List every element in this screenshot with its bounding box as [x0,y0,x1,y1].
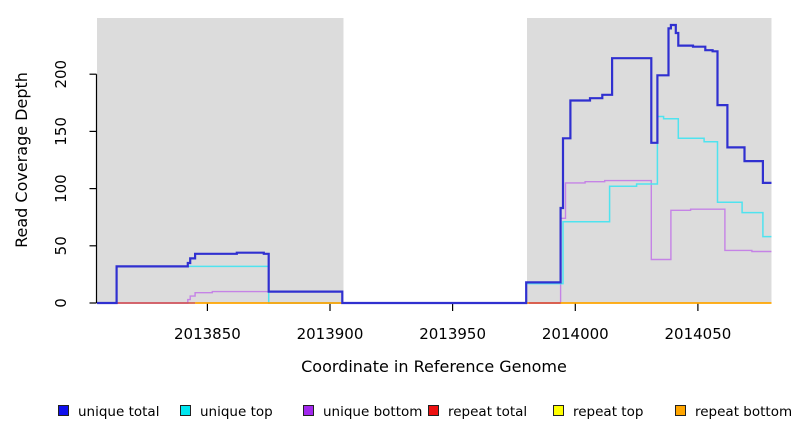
y-tick-label: 200 [52,60,70,89]
x-tick-label: 2013900 [297,325,364,343]
plot-generated-content: 0 50 100 150 200 2013850 2013900 2013950 2014000… [52,18,772,343]
x-tick-label: 2014000 [542,325,609,343]
y-axis-title: Read Coverage Depth [12,72,31,248]
y-tick-label: 150 [52,117,70,146]
x-tick-label: 2013950 [419,325,486,343]
x-tick-label: 2013850 [174,325,241,343]
shaded-region [527,18,772,303]
y-tick-label: 50 [52,236,70,255]
series-line-unique-total [97,23,772,305]
shaded-region [97,18,344,303]
x-axis-title: Coordinate in Reference Genome [301,357,567,376]
y-tick-label: 100 [52,174,70,203]
x-tick-label: 2014050 [664,325,731,343]
y-tick-label: 0 [52,298,70,308]
series-line-unique-bottom [97,179,772,304]
